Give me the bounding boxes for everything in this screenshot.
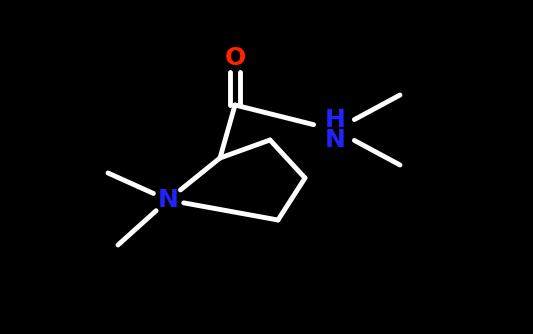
- Text: N: N: [325, 128, 345, 152]
- Text: H: H: [325, 108, 345, 132]
- Text: N: N: [158, 188, 179, 212]
- Text: O: O: [224, 46, 246, 70]
